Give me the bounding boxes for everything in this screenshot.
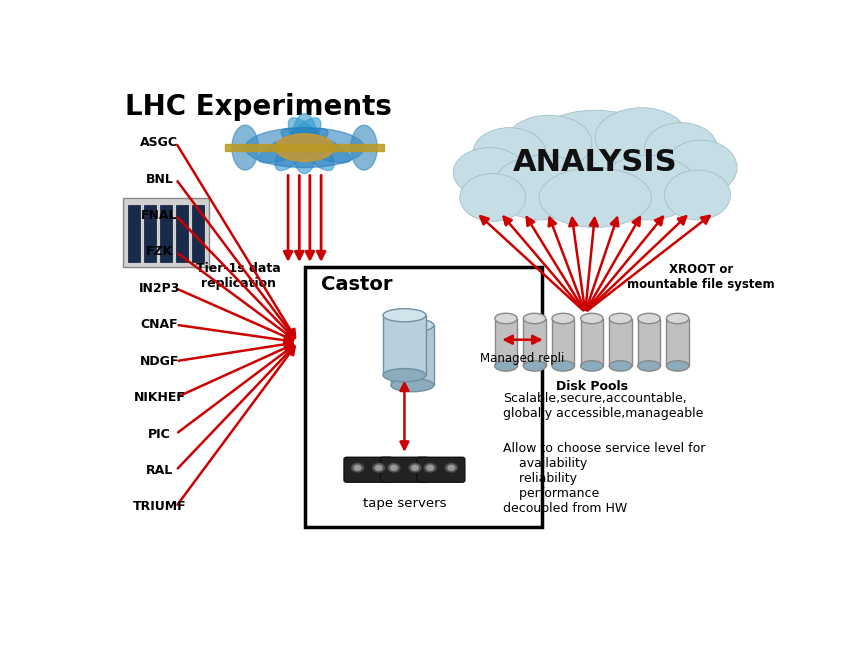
- FancyBboxPatch shape: [380, 457, 429, 482]
- Ellipse shape: [281, 128, 351, 163]
- Bar: [495, 319, 517, 366]
- Bar: [305, 268, 543, 527]
- Ellipse shape: [351, 125, 377, 170]
- Text: Managed repli: Managed repli: [481, 353, 565, 365]
- Ellipse shape: [473, 128, 545, 178]
- Ellipse shape: [383, 369, 426, 382]
- Text: RAL: RAL: [146, 464, 173, 477]
- Ellipse shape: [665, 140, 737, 195]
- Bar: [383, 316, 426, 375]
- Text: IN2P3: IN2P3: [139, 282, 180, 295]
- Ellipse shape: [245, 128, 364, 168]
- Bar: [523, 319, 546, 366]
- Ellipse shape: [666, 313, 689, 324]
- Bar: [225, 144, 383, 151]
- Ellipse shape: [552, 361, 574, 371]
- Circle shape: [388, 463, 400, 473]
- Ellipse shape: [523, 313, 546, 324]
- Text: BNL: BNL: [146, 172, 173, 185]
- Bar: [144, 205, 156, 262]
- Text: LHC Experiments: LHC Experiments: [125, 93, 392, 121]
- Ellipse shape: [609, 361, 631, 371]
- Circle shape: [390, 465, 397, 470]
- Ellipse shape: [258, 128, 328, 163]
- Ellipse shape: [391, 319, 434, 332]
- Bar: [160, 205, 171, 262]
- Circle shape: [427, 465, 434, 470]
- Ellipse shape: [580, 361, 603, 371]
- Text: NIKHEF: NIKHEF: [134, 391, 185, 404]
- Text: PIC: PIC: [148, 428, 170, 441]
- Text: XROOT or
mountable file system: XROOT or mountable file system: [627, 263, 774, 292]
- Ellipse shape: [506, 115, 592, 170]
- Circle shape: [408, 463, 422, 473]
- Ellipse shape: [523, 361, 546, 371]
- Text: Allow to choose service level for
    availability
    reliability
    performan: Allow to choose service level for availa…: [503, 442, 705, 515]
- Bar: [638, 319, 660, 366]
- Circle shape: [445, 463, 458, 473]
- Circle shape: [372, 463, 385, 473]
- Text: FNAL: FNAL: [141, 209, 177, 222]
- Ellipse shape: [275, 118, 321, 170]
- Ellipse shape: [383, 308, 426, 322]
- Circle shape: [423, 463, 437, 473]
- Ellipse shape: [666, 361, 689, 371]
- Ellipse shape: [638, 361, 660, 371]
- Bar: [666, 319, 689, 366]
- Bar: [176, 205, 187, 262]
- FancyBboxPatch shape: [417, 457, 465, 482]
- Ellipse shape: [232, 125, 258, 170]
- Text: NDGF: NDGF: [140, 354, 179, 367]
- Text: ASGC: ASGC: [141, 136, 178, 149]
- Ellipse shape: [539, 168, 651, 227]
- Ellipse shape: [638, 313, 660, 324]
- Text: Tier-1s data
replication: Tier-1s data replication: [196, 262, 281, 290]
- Text: tape servers: tape servers: [363, 497, 446, 510]
- Ellipse shape: [645, 122, 717, 172]
- Text: FZK: FZK: [146, 246, 173, 259]
- FancyBboxPatch shape: [344, 457, 392, 482]
- Ellipse shape: [288, 118, 334, 170]
- Ellipse shape: [552, 313, 574, 324]
- Ellipse shape: [495, 313, 517, 324]
- Bar: [123, 198, 209, 268]
- Bar: [552, 319, 574, 366]
- Circle shape: [351, 463, 364, 473]
- Ellipse shape: [453, 148, 526, 198]
- Ellipse shape: [596, 108, 688, 168]
- Text: CNAF: CNAF: [141, 318, 178, 331]
- Ellipse shape: [460, 174, 526, 222]
- Circle shape: [412, 465, 418, 470]
- Text: Disk Pools: Disk Pools: [556, 380, 628, 393]
- Circle shape: [448, 465, 455, 470]
- Bar: [609, 319, 631, 366]
- Ellipse shape: [609, 313, 631, 324]
- Bar: [580, 319, 603, 366]
- Bar: [129, 205, 140, 262]
- Ellipse shape: [598, 155, 698, 220]
- Ellipse shape: [492, 155, 592, 220]
- Text: TRIUMF: TRIUMF: [133, 500, 186, 513]
- Ellipse shape: [391, 378, 434, 391]
- Ellipse shape: [665, 170, 730, 220]
- Circle shape: [376, 465, 382, 470]
- Ellipse shape: [580, 313, 603, 324]
- Bar: [193, 205, 204, 262]
- Circle shape: [354, 465, 361, 470]
- Ellipse shape: [495, 361, 517, 371]
- Ellipse shape: [275, 134, 334, 161]
- Ellipse shape: [529, 110, 661, 185]
- Text: ANALYSIS: ANALYSIS: [513, 148, 677, 177]
- Text: Castor: Castor: [321, 275, 393, 294]
- Ellipse shape: [291, 113, 318, 174]
- Bar: [391, 325, 434, 385]
- Text: Scalable,secure,accountable,
globally accessible,manageable: Scalable,secure,accountable, globally ac…: [503, 392, 703, 420]
